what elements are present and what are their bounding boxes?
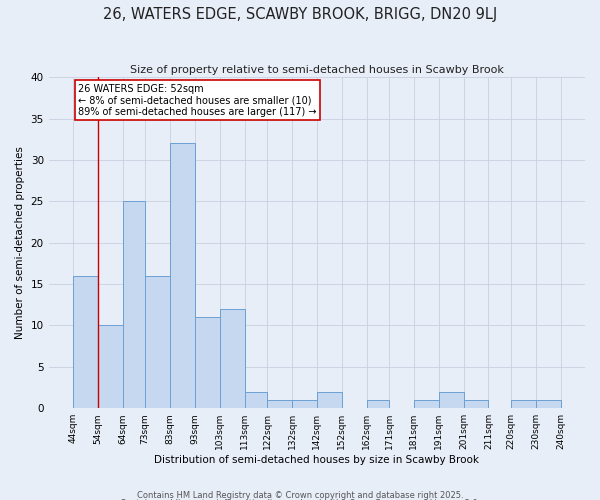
Bar	[267, 400, 292, 408]
Text: 26 WATERS EDGE: 52sqm
← 8% of semi-detached houses are smaller (10)
89% of semi-: 26 WATERS EDGE: 52sqm ← 8% of semi-detac…	[78, 84, 317, 117]
Bar	[317, 392, 342, 408]
Bar	[414, 400, 439, 408]
Title: Size of property relative to semi-detached houses in Scawby Brook: Size of property relative to semi-detach…	[130, 65, 504, 75]
Bar	[220, 309, 245, 408]
Text: 26, WATERS EDGE, SCAWBY BROOK, BRIGG, DN20 9LJ: 26, WATERS EDGE, SCAWBY BROOK, BRIGG, DN…	[103, 8, 497, 22]
Bar	[195, 317, 220, 408]
Bar	[170, 144, 195, 408]
Text: Contains HM Land Registry data © Crown copyright and database right 2025.: Contains HM Land Registry data © Crown c…	[137, 490, 463, 500]
X-axis label: Distribution of semi-detached houses by size in Scawby Brook: Distribution of semi-detached houses by …	[154, 455, 479, 465]
Bar	[292, 400, 317, 408]
Bar	[367, 400, 389, 408]
Bar	[439, 392, 464, 408]
Bar	[511, 400, 536, 408]
Bar	[245, 392, 267, 408]
Bar	[145, 276, 170, 408]
Bar	[536, 400, 560, 408]
Bar	[123, 202, 145, 408]
Text: Contains public sector information licensed under the Open Government Licence 3.: Contains public sector information licen…	[120, 499, 480, 500]
Bar	[73, 276, 98, 408]
Bar	[464, 400, 488, 408]
Y-axis label: Number of semi-detached properties: Number of semi-detached properties	[15, 146, 25, 339]
Bar	[98, 326, 123, 408]
